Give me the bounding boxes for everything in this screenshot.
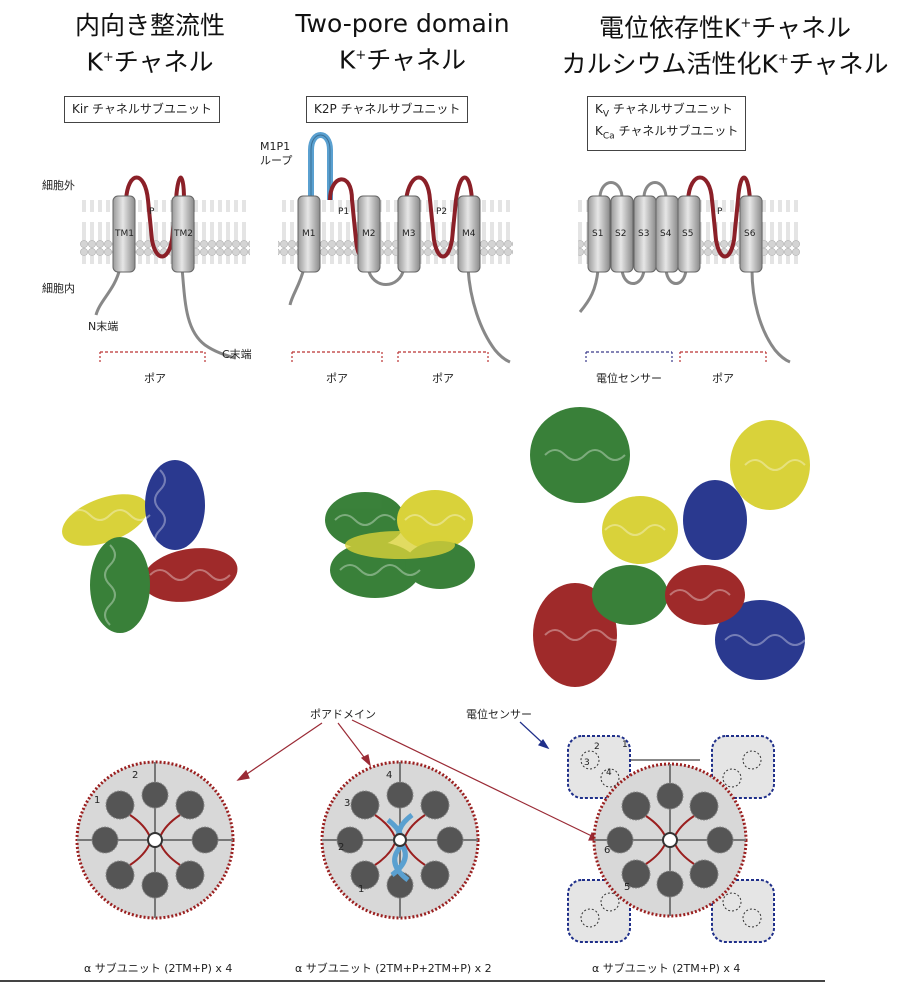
helix-label-TM1: TM1 (115, 229, 134, 239)
num-kir-1: 1 (94, 795, 101, 806)
label-pore-k2p-2: ポア (432, 372, 454, 385)
caption-k2p: α サブユニット (2TM+P+2TM+P) x 2 (295, 962, 492, 975)
label-k2p-p2: P2 (436, 207, 448, 217)
num-kv-6: 6 (604, 845, 611, 856)
num-kv-5: 5 (624, 882, 631, 893)
caption-kir: α サブユニット (2TM+P) x 4 (84, 962, 233, 975)
num-k2p-3: 3 (344, 798, 351, 809)
helix-M1 (297, 195, 321, 273)
helix-label-S3: S3 (638, 229, 650, 239)
label-intracellular: 細胞内 (42, 282, 75, 295)
helix-label-M1: M1 (302, 229, 316, 239)
helix-S2 (610, 195, 634, 273)
title-kir-line1: 内向き整流性 (74, 11, 225, 40)
title-k2p-line2: K+チャネル (338, 45, 467, 75)
label-voltage-sensor-bottom: 電位センサー (466, 708, 532, 721)
helix-S6 (739, 195, 763, 273)
num-k2p-2: 2 (338, 842, 345, 853)
kir-topology (94, 175, 236, 362)
helix-label-S6: S6 (744, 229, 756, 239)
label-pore-k2p-1: ポア (326, 372, 348, 385)
label-c-term: C末端 (222, 348, 252, 361)
structure-k2p (325, 490, 475, 598)
arrow-voltage (519, 721, 550, 750)
title-kv: 電位依存性K+チャネル カルシウム活性化K+チャネル (540, 8, 910, 81)
helix-label-S2: S2 (615, 229, 627, 239)
helix-label-M3: M3 (402, 229, 416, 239)
pore-kv (567, 735, 775, 943)
label-extracellular: 細胞外 (42, 179, 75, 192)
num-kv-sensor-3: 3 (584, 758, 590, 768)
label-m1p1: M1P1 ループ (260, 140, 293, 167)
title-k2p-line1: Two-pore domain (295, 9, 510, 38)
num-k2p-1: 1 (358, 884, 365, 895)
title-kv-line2: カルシウム活性化K+チャネル (561, 49, 889, 79)
box-kv-line: KV チャネルサブユニット (595, 102, 733, 120)
helix-M2 (357, 195, 381, 273)
box-kv-kca: KV チャネルサブユニット KCa チャネルサブユニット (587, 96, 747, 151)
helix-label-S1: S1 (592, 229, 604, 239)
label-pore-kir: ポア (144, 372, 166, 385)
structure-kir (62, 460, 238, 633)
label-pore-kv: ポア (712, 372, 734, 385)
kv-topology (578, 175, 791, 364)
label-voltage-sensor: 電位センサー (596, 372, 662, 385)
helix-label-M4: M4 (462, 229, 476, 239)
caption-kv: α サブユニット (2TM+P) x 4 (592, 962, 741, 975)
title-kv-line1: 電位依存性K+チャネル (598, 13, 852, 43)
label-k2p-p1: P1 (338, 207, 350, 217)
helix-M4 (457, 195, 481, 273)
structure-kv (530, 407, 810, 687)
helix-label-M2: M2 (362, 229, 376, 239)
helix-TM1 (112, 195, 136, 273)
label-kir-p: P (149, 207, 155, 217)
box-kir: Kir チャネルサブユニット (64, 96, 220, 123)
label-kv-p: P (717, 207, 723, 217)
title-k2p: Two-pore domain K+チャネル (290, 8, 515, 76)
title-kir-line2: K+チャネル (86, 47, 214, 77)
helix-label-TM2: TM2 (174, 229, 193, 239)
arrows (236, 719, 602, 841)
helix-M3 (397, 195, 421, 273)
helix-label-S5: S5 (682, 229, 694, 239)
num-kv-sensor-1: 1 (622, 740, 628, 750)
box-kca-line: KCa チャネルサブユニット (595, 124, 739, 142)
label-n-term: N末端 (88, 320, 119, 333)
num-kir-2: 2 (132, 770, 139, 781)
num-kv-sensor-4: 4 (606, 768, 612, 778)
helix-S1 (587, 195, 611, 273)
k2p-topology (288, 132, 511, 364)
num-k2p-4: 4 (386, 770, 393, 781)
helix-label-S4: S4 (660, 229, 672, 239)
box-k2p: K2P チャネルサブユニット (306, 96, 469, 123)
num-kv-sensor-2: 2 (594, 742, 600, 752)
title-kir: 内向き整流性 K+チャネル (50, 10, 250, 78)
pore-kir (75, 760, 235, 920)
helix-TM2 (171, 195, 195, 273)
helix-S5 (677, 195, 701, 273)
label-pore-domain: ポアドメイン (310, 708, 376, 721)
pore-k2p (320, 760, 480, 920)
